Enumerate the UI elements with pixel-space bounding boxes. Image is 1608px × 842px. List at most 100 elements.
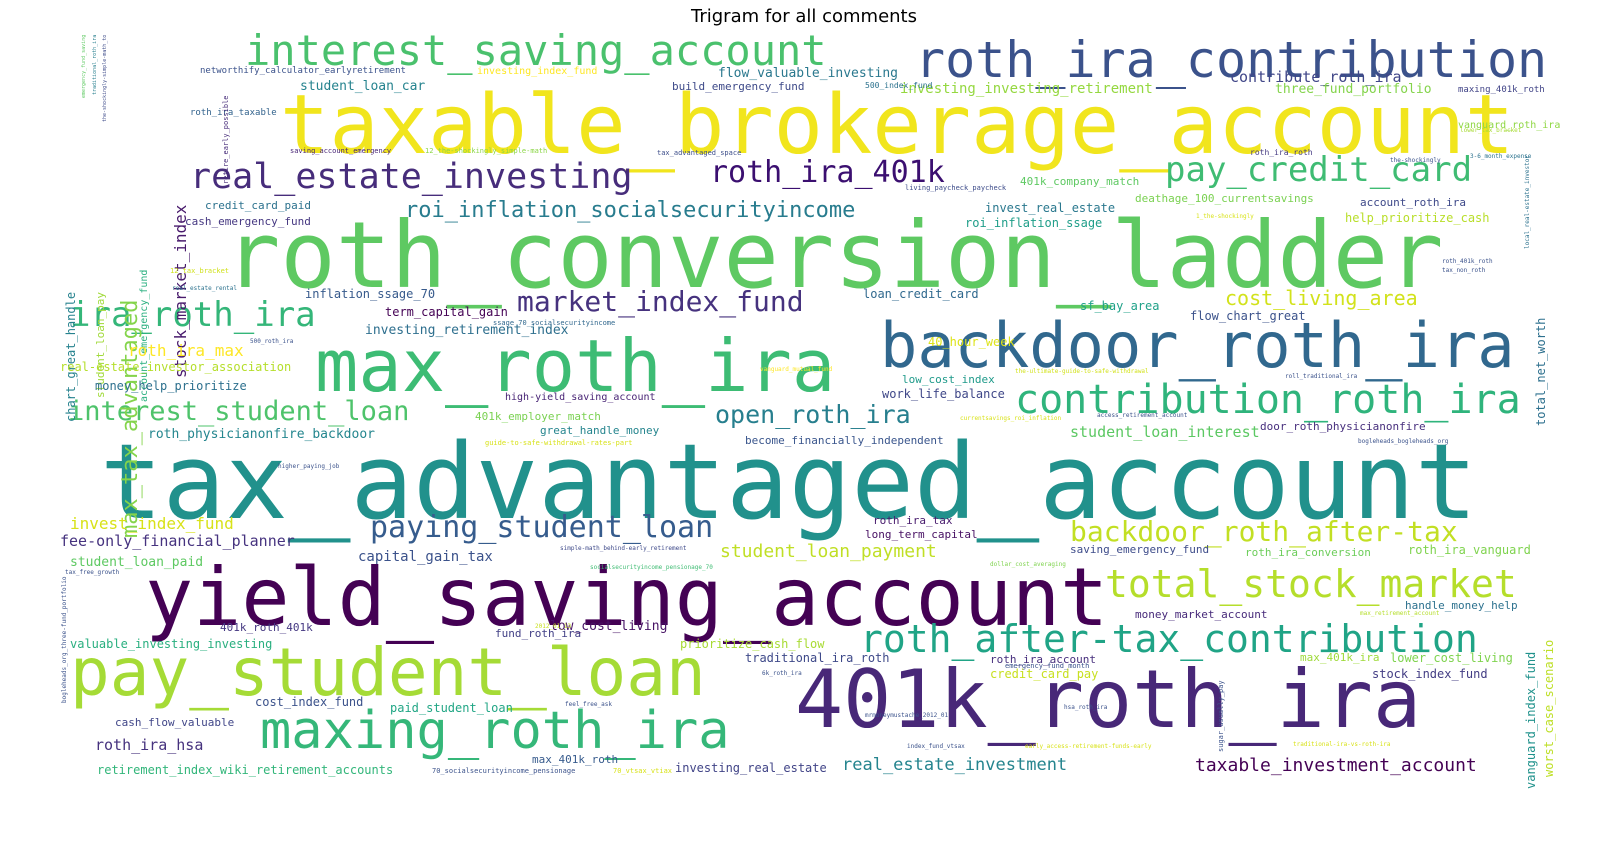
cloud-word: roth_401k_roth [1442,258,1493,265]
cloud-word: the-shockingly [1390,157,1441,164]
cloud-word: taxable_investment_account [1195,755,1477,776]
cloud-word: maxing_401k_roth [1458,85,1545,95]
cloud-word: 401k_roth_401k [220,621,313,634]
cloud-word: currentsavings_roi_inflation [960,415,1062,422]
cloud-word: max_401k_ira [1300,651,1380,664]
cloud-word: cost_living_area [1225,286,1418,310]
cloud-word: retirement_index_wiki_retirement_account… [97,763,394,777]
cloud-word: contribute_roth_ira [1230,68,1402,86]
cloud-word: sf_bay_area [1080,299,1160,313]
cloud-word: living_paycheck_paycheck [905,184,1007,192]
cloud-word: pay_student_loan [70,634,706,711]
cloud-word: chart_great_handle [64,291,78,422]
cloud-word: roth_ira_tax [873,514,953,527]
cloud-word: networthify_calculator_earlyretirement [200,66,406,76]
cloud-word: roth_ira_contribution [915,31,1548,89]
cloud-word: real_estate_rental [172,285,238,292]
cloud-word: money_market_account [1135,608,1268,621]
cloud-word: cash_flow_valuable [115,716,235,729]
cloud-word: great_handle_money [540,424,660,437]
cloud-word: flow_valuable_investing [718,66,899,81]
cloud-word: tax_non_roth [1442,267,1486,274]
cloud-word: 70_vtsax_vtiax [613,767,673,775]
cloud-word: valuable_investing_investing [70,637,273,651]
cloud-word: max_retirement_account [1360,610,1440,617]
cloud-word: traditional-ira-vs-roth-ira [1293,741,1391,748]
cloud-word: roth_conversion_ladder [225,202,1444,309]
cloud-word: taxable_brokerage_account [280,78,1515,173]
cloud-word: work_life_balance [882,387,1005,401]
cloud-word: open_roth_ira [715,400,911,429]
cloud-word: high-yield_saving_account [505,392,656,403]
cloud-word: paying_student_loan [370,510,714,545]
cloud-word: tax_advantaged_account [100,421,1478,543]
cloud-word: tax_free_growth [65,569,120,576]
cloud-word: yield_saving_account [145,551,1109,644]
cloud-word: max_401k_roth [532,753,619,766]
cloud-word: 6k_roth_ira [762,670,802,677]
cloud-word: contribution_roth_ira [1015,377,1521,423]
cloud-word: roth_ira_roth [1250,148,1313,157]
cloud-word: student_loan_paid [70,555,204,570]
cloud-word: 500_index_fund [865,81,933,90]
cloud-word: real-estate_investor_association [60,360,292,374]
cloud-word: simple-math_behind-early_retirement [560,545,687,552]
cloud-word: roth_ira_401k [710,155,945,190]
cloud-word: access_retirement_account [1097,412,1188,419]
cloud-word: long_term_capital [865,528,978,541]
cloud-word: the-shockingly-simple-math_to [102,34,108,122]
cloud-word: roth_after-tax_contribution [860,617,1478,661]
cloud-word: roth_ira_hsa [95,736,204,754]
cloud-word: roth_ira_taxable [190,108,277,118]
cloud-word: 401k_roth_ira [795,653,1422,746]
cloud-word: backdoor_roth_after-tax [1070,515,1458,548]
cloud-word: student_loan_car [300,79,426,94]
cloud-word: become_financially_independent [745,434,944,447]
cloud-word: three_fund_portfolio [1275,82,1432,97]
cloud-word: fee-only_financial_planner [60,532,295,550]
cloud-word: bogleheads_bogleheads_org [1358,438,1449,445]
cloud-word: ira_roth_ira [70,295,316,335]
cloud-word: 1_the-shockingly [1196,213,1254,220]
cloud-word: stock_index_fund [1372,667,1488,681]
cloud-word: traditional_ira_roth [745,651,890,665]
cloud-word: maxing_roth_ira [260,701,730,761]
cloud-word: feel_free_ask [565,701,612,708]
cloud-word: investing_retirement_index [365,323,569,338]
cloud-word: lower_tax_bracket [1460,127,1522,134]
cloud-word: roi_inflation_socialsecurityincome [405,198,856,223]
cloud-word: low_cost_index [902,373,995,386]
cloud-word: bogleheads_org_three-fund_portfolio [61,576,68,703]
cloud-word: roth_ira_account [990,653,1096,666]
cloud-word: hsa_roth_ira [1064,704,1108,711]
cloud-word: roth_ira_max [128,341,244,360]
cloud-word: saving_emergency_fund [1070,543,1210,556]
cloud-word: worst_case_scenario [1542,639,1556,777]
cloud-word: credit_card_paid [205,199,311,212]
cloud-word: 2012_01_13 [535,623,572,630]
cloud-word: investing_index_fund [477,66,598,77]
cloud-word: vanguard_mutual_fund [760,366,833,373]
cloud-word: emergency_fund_saving [81,34,87,98]
cloud-word: emergency_fund_month [1005,662,1090,670]
cloud-word: mrmoneymustache_2012_01 [865,712,949,719]
cloud-word: paid_student_loan [390,701,513,715]
cloud-word: total_stock_market [1105,562,1517,606]
cloud-word: investing_real_estate [675,761,827,775]
cloud-word: help_prioritize_cash [1345,211,1490,225]
cloud-word: 12_tax_bracket [170,267,230,275]
cloud-word: saving_account_emergency [290,147,392,155]
cloud-word: traditional_roth_ira [92,34,98,95]
cloud-word: real_estate_investment [842,755,1068,775]
cloud-word: prioritize_cash_flow [680,637,825,651]
cloud-word: pay_credit_card [1165,150,1473,190]
cloud-word: 70_socialsecurityincome_pensionage [432,767,576,775]
cloud-word: student_loan_interest [1070,423,1260,441]
cloud-word: money_help_prioritize [95,379,247,393]
cloud-word: total_net_worth [1534,317,1548,426]
cloud-word: handle_money_help [1405,599,1518,612]
cloud-word: invest_real_estate [985,201,1116,215]
cloud-word: interest_saving_account [245,30,827,75]
cloud-word: 401k_company_match [1020,175,1140,188]
word-cloud: tax_advantaged_account roth_conversion_la… [60,30,1600,800]
